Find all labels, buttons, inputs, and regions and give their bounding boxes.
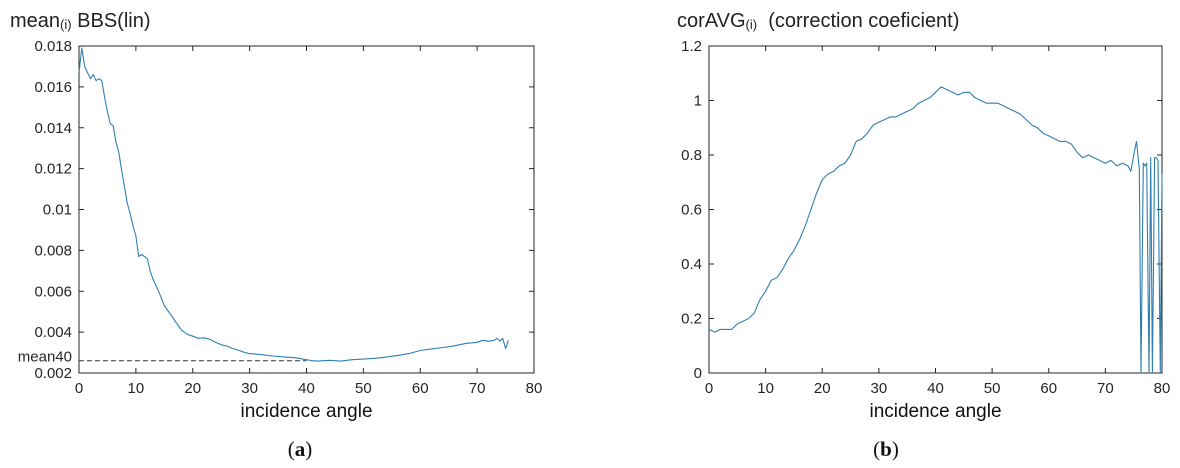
chart-b: 0 10 20 30 40 50 60 70 80 0 0.2 0.4 0.6 0.8 1 1.2 incide… xyxy=(681,38,1170,422)
chart-b-title-subscript: (i) xyxy=(745,17,758,32)
chart-a: 0 10 20 30 40 50 60 70 80 0.002 0.004 0.006 0.008 0.0… xyxy=(18,38,543,422)
chart-b-ytick-label: 0.2 xyxy=(681,311,702,328)
chart-b-xtick-label: 20 xyxy=(814,380,831,397)
chart-a-xtick-label: 70 xyxy=(469,380,486,397)
chart-b-ytick-label: 0.8 xyxy=(681,147,702,164)
chart-b-ytick-label: 0.6 xyxy=(681,202,702,219)
chart-a-xtick-label: 20 xyxy=(184,380,201,397)
chart-b-xtick-label: 80 xyxy=(1154,380,1171,397)
chart-b-xtick-label: 70 xyxy=(1097,380,1114,397)
chart-b-xtick-label: 40 xyxy=(927,380,944,397)
chart-a-ytick-label: 0.014 xyxy=(34,120,72,137)
chart-a-ytick-label: 0.006 xyxy=(34,283,72,300)
chart-b-ytick-label: 0.4 xyxy=(681,256,702,273)
chart-b-ytick-label: 0 xyxy=(694,365,702,382)
chart-a-caption: (a) xyxy=(287,437,313,461)
chart-b-ytick-label: 1 xyxy=(694,93,702,110)
chart-a-title: mean(i) BBS(lin) xyxy=(10,10,151,33)
chart-a-axes-frame xyxy=(78,45,535,374)
chart-b-xtick-label: 60 xyxy=(1040,380,1057,397)
chart-a-mean40-label: mean40 xyxy=(18,349,72,366)
chart-a-series-line xyxy=(78,47,509,362)
chart-a-xtick-label: 0 xyxy=(75,380,83,397)
chart-b-xtick-label: 50 xyxy=(984,380,1001,397)
chart-a-xtick-label: 50 xyxy=(355,380,372,397)
chart-b-xtick-label: 0 xyxy=(705,380,713,397)
chart-a-title-main: mean xyxy=(10,10,61,32)
chart-b-title: corAVG(i) (correction coeficient) xyxy=(677,10,959,33)
chart-b-x-axis-label: incidence angle xyxy=(869,401,1001,422)
chart-b-axes-frame xyxy=(708,45,1163,374)
chart-b-caption: (b) xyxy=(873,437,899,461)
chart-a-ytick-label: 0.018 xyxy=(34,38,72,55)
chart-a-xtick-label: 80 xyxy=(526,380,543,397)
chart-a-ytick-label: 0.008 xyxy=(34,242,72,259)
chart-a-ytick-label: 0.004 xyxy=(34,324,72,341)
chart-a-xtick-label: 30 xyxy=(241,380,258,397)
chart-a-xtick-label: 10 xyxy=(128,380,145,397)
chart-b-xtick-label: 30 xyxy=(871,380,888,397)
chart-a-title-subscript: (i) xyxy=(60,17,72,32)
chart-b-title-tail: (correction coeficient) xyxy=(768,10,960,32)
chart-b-ytick-label: 1.2 xyxy=(681,38,702,55)
chart-a-ytick-label: 0.01 xyxy=(43,202,72,219)
chart-b-xtick-label: 10 xyxy=(757,380,774,397)
chart-a-xtick-label: 60 xyxy=(412,380,429,397)
chart-b-caption-letter: b xyxy=(880,437,892,461)
chart-a-title-tail: BBS(lin) xyxy=(77,10,151,32)
chart-b-series-line xyxy=(708,86,1163,374)
chart-a-xtick-label: 40 xyxy=(298,380,315,397)
chart-a-ytick-label: 0.012 xyxy=(34,161,72,178)
chart-b-title-main: corAVG xyxy=(677,10,746,32)
chart-a-x-axis-label: incidence angle xyxy=(240,401,372,422)
chart-a-ytick-label: 0.002 xyxy=(34,365,72,382)
chart-a-ytick-label: 0.016 xyxy=(34,79,72,96)
chart-a-caption-letter: a xyxy=(294,437,306,461)
